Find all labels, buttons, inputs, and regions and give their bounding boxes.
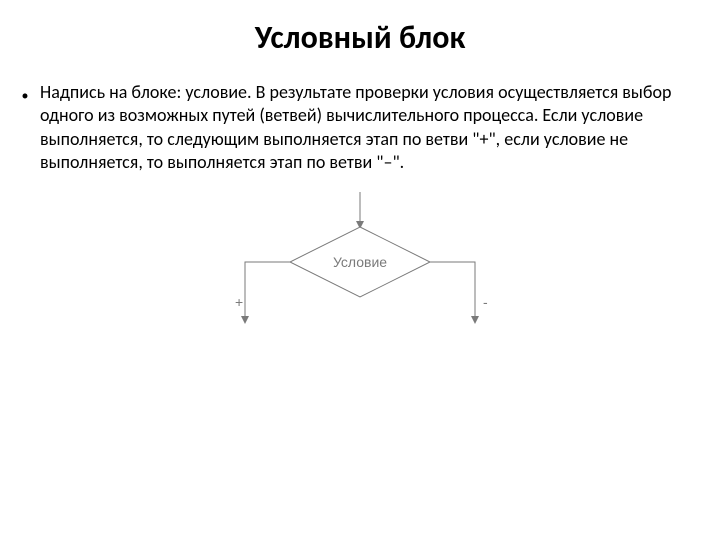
label-branch_minus: - <box>483 294 488 310</box>
edge-right <box>430 262 475 322</box>
label-branch_plus: + <box>235 294 243 310</box>
diagram-container: + - Условие <box>0 187 720 362</box>
edge-left <box>245 262 290 322</box>
body-paragraph: Надпись на блоке: условие. В результате … <box>40 81 675 175</box>
bullet-marker: • <box>10 81 40 175</box>
label-node_label: Условие <box>333 254 387 270</box>
page-title: Условный блок <box>0 0 720 81</box>
flowchart-diagram: + - Условие <box>215 187 505 357</box>
content-row: • Надпись на блоке: условие. В результат… <box>0 81 720 175</box>
